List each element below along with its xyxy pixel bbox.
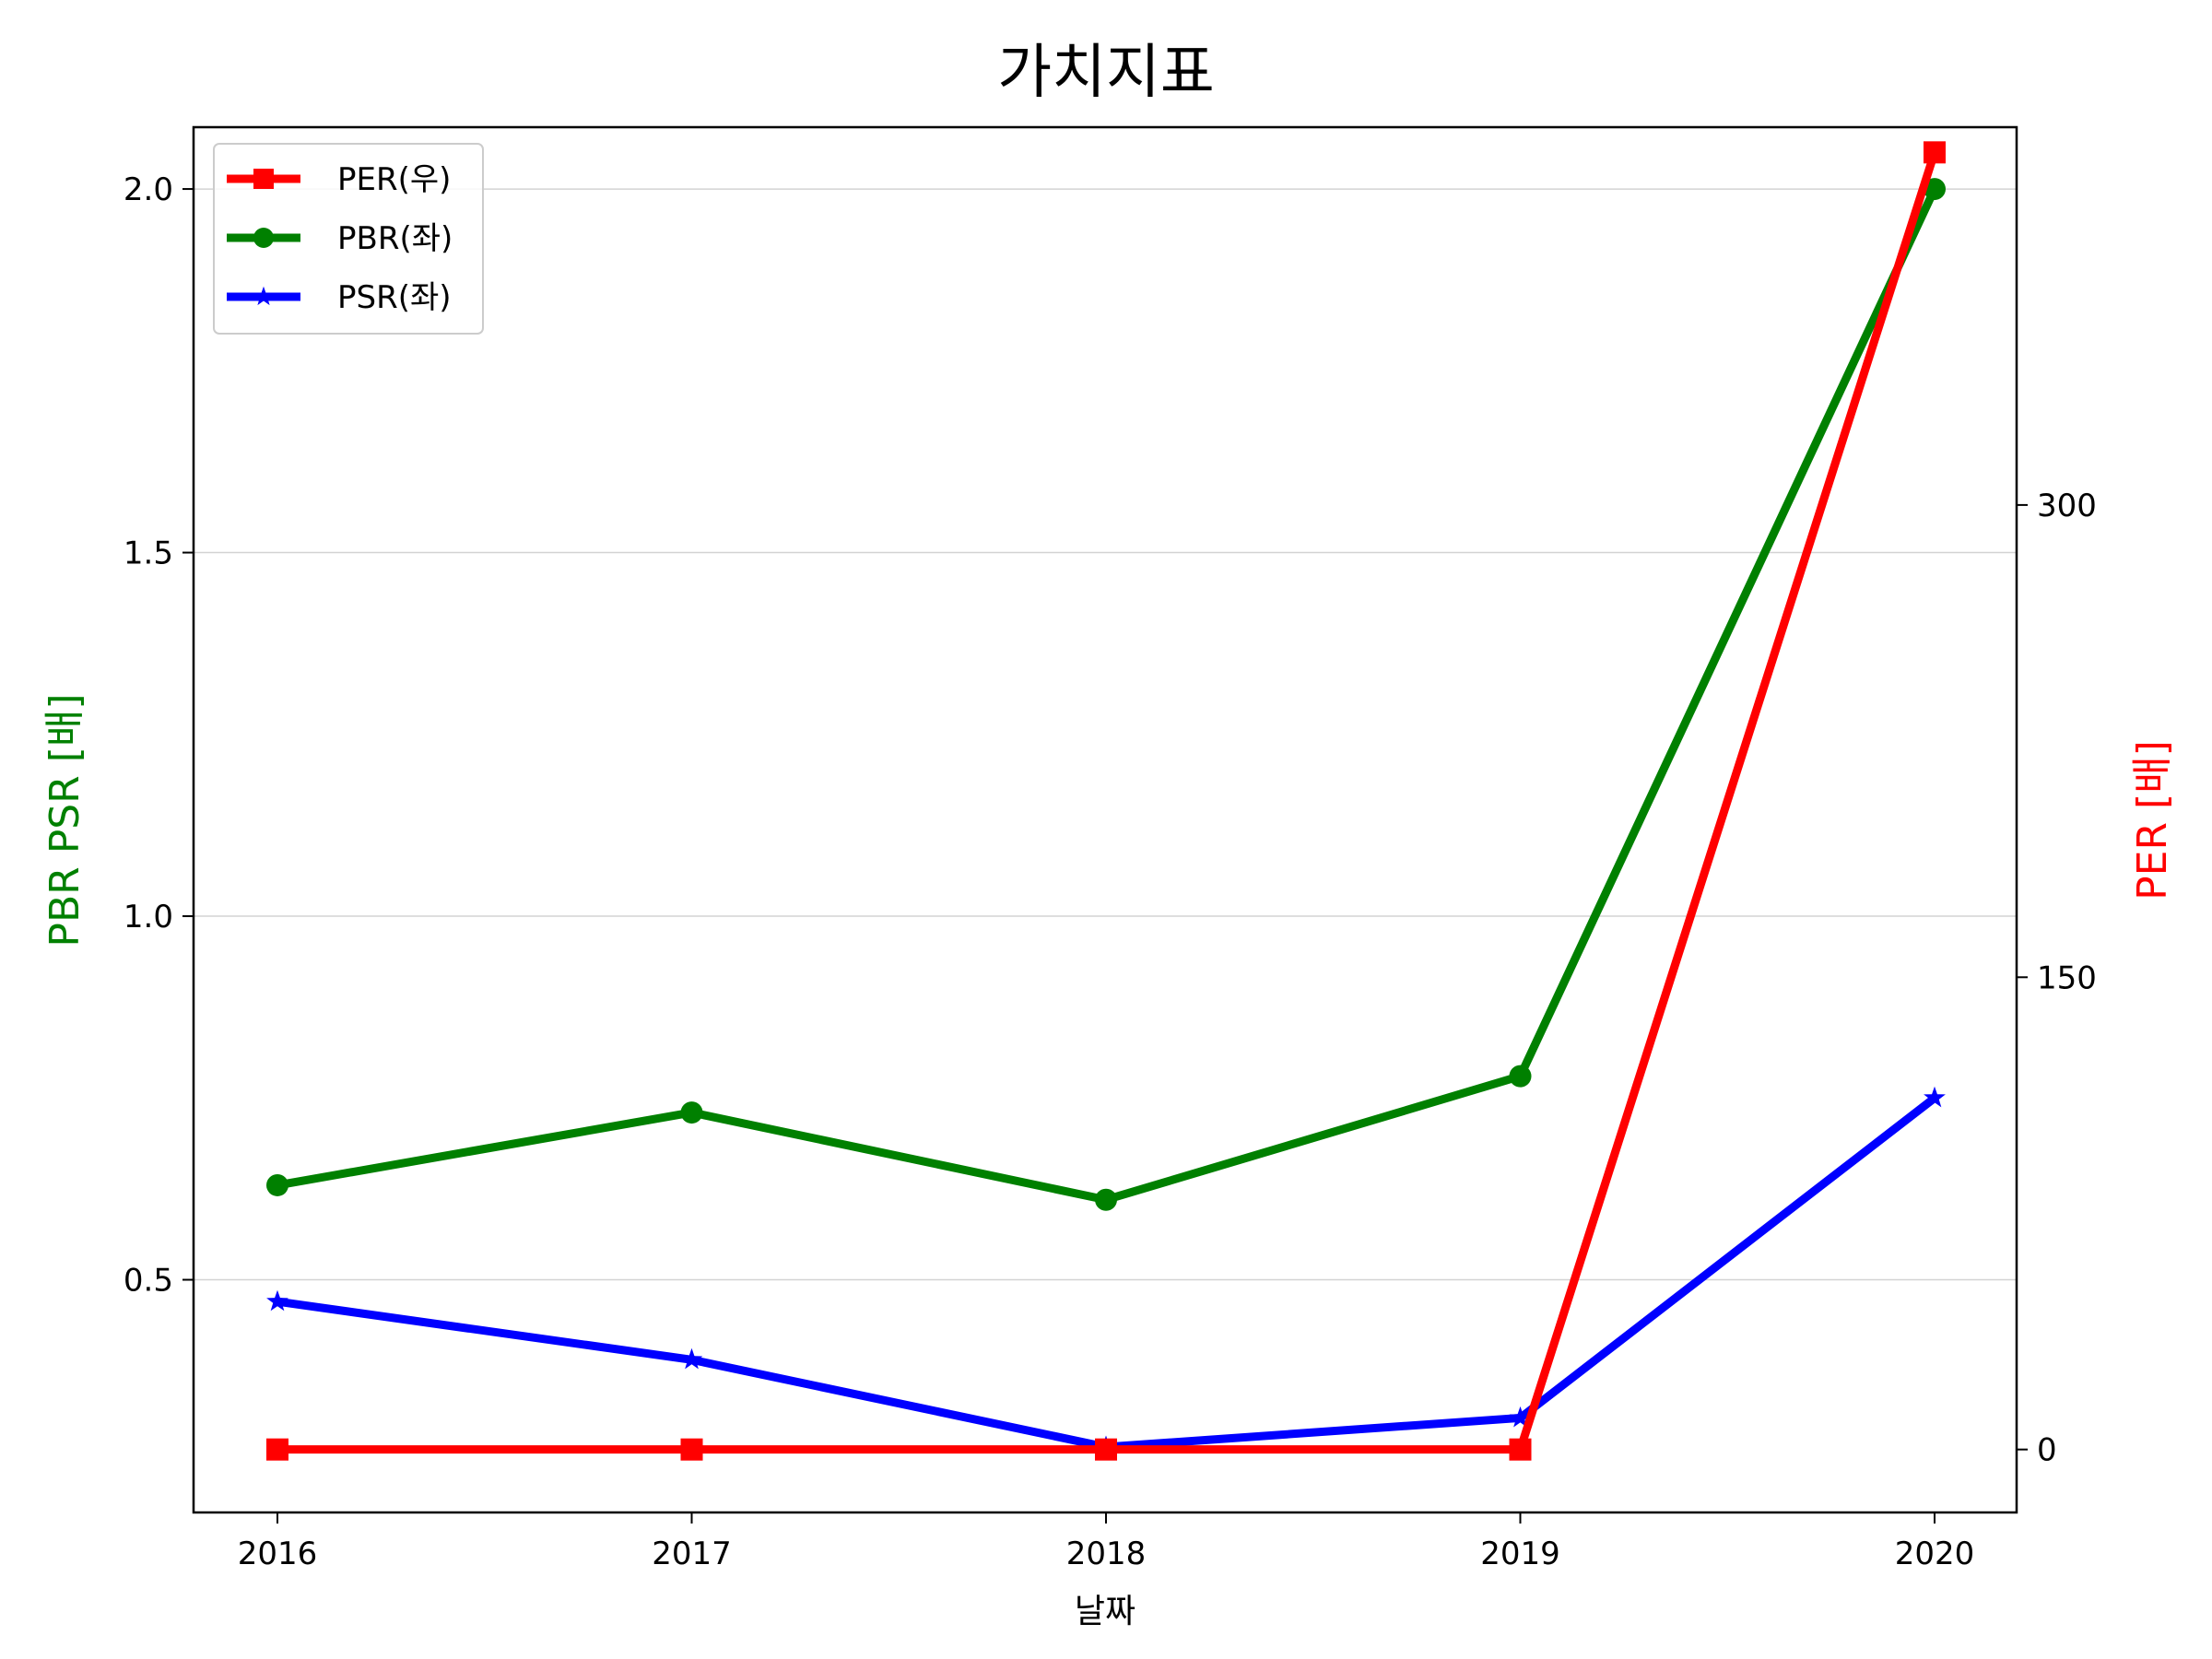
- y-right-tick-label: 150: [2037, 959, 2097, 996]
- legend-label: PSR(좌): [337, 279, 452, 316]
- x-tick-label: 2019: [1480, 1535, 1560, 1572]
- series-square: [266, 141, 1946, 1461]
- series-layer: [266, 141, 1946, 1461]
- chart-title: 가치지표: [997, 39, 1215, 107]
- data-point: [266, 1289, 288, 1312]
- legend-marker: [253, 169, 274, 189]
- data-point: [1509, 1065, 1532, 1088]
- y-left-tick-label: 1.0: [124, 899, 173, 935]
- legend-item: PBR(좌): [227, 220, 453, 257]
- legend-box: [213, 143, 484, 335]
- y-axis-left: 0.5 1.0 1.5 2.0: [124, 171, 194, 1300]
- data-point: [266, 1173, 288, 1196]
- y-axis-left-label: PBR PSR [배]: [41, 693, 88, 947]
- data-point: [1924, 1086, 1946, 1108]
- data-point: [1509, 1406, 1532, 1428]
- y-left-tick-label: 1.5: [124, 535, 173, 572]
- legend-marker: [253, 228, 274, 248]
- legend-item: PER(우): [227, 161, 451, 198]
- legend-label: PBR(좌): [337, 220, 453, 257]
- legend-label: PER(우): [337, 161, 451, 198]
- legend-marker: [253, 286, 274, 306]
- x-tick-label: 2017: [652, 1535, 732, 1572]
- x-tick-label: 2020: [1895, 1535, 1975, 1572]
- data-point: [1095, 1188, 1117, 1211]
- y-right-tick-label: 300: [2037, 488, 2097, 524]
- x-tick-label: 2018: [1066, 1535, 1147, 1572]
- data-point: [680, 1347, 703, 1370]
- data-point: [680, 1438, 703, 1461]
- x-axis: 2016 2017 2018 2019 2020: [238, 1512, 1975, 1572]
- y-axis-right: 0 150 300: [2017, 488, 2097, 1469]
- legend-item: PSR(좌): [227, 279, 452, 316]
- x-axis-label: 날짜: [1075, 1593, 1135, 1630]
- data-point: [266, 1438, 288, 1461]
- data-point: [1509, 1438, 1532, 1461]
- data-point: [1924, 141, 1946, 164]
- y-left-tick-label: 2.0: [124, 171, 173, 208]
- y-left-tick-label: 0.5: [124, 1263, 173, 1300]
- data-point: [1095, 1438, 1117, 1461]
- legend: PER(우) PBR(좌) PSR(좌): [213, 143, 484, 335]
- x-tick-label: 2016: [238, 1535, 318, 1572]
- gridlines: [194, 188, 2017, 1281]
- data-point: [1924, 178, 1946, 201]
- data-point: [680, 1101, 703, 1124]
- series-circle: [266, 178, 1946, 1211]
- y-right-tick-label: 0: [2037, 1432, 2057, 1469]
- y-axis-right-label: PER [배]: [2129, 740, 2176, 900]
